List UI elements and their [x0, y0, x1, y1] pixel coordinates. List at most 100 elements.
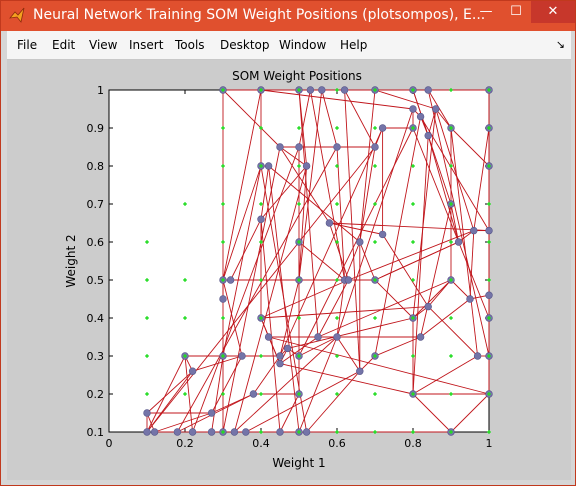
som-neuron — [318, 86, 326, 94]
som-neuron — [207, 428, 216, 436]
input-point — [221, 240, 225, 244]
som-link — [336, 146, 346, 281]
y-tick-label: 0.3 — [87, 350, 105, 363]
som-neuron — [416, 333, 425, 341]
x-tick-label: 0 — [106, 437, 113, 450]
som-neuron — [432, 105, 440, 113]
som-link — [222, 89, 281, 148]
som-neuron — [283, 344, 292, 353]
som-link — [382, 234, 429, 307]
som-link — [435, 108, 475, 231]
input-point — [449, 88, 453, 92]
menu-tools[interactable]: Tools — [175, 38, 205, 52]
som-neuron — [295, 143, 303, 151]
som-link — [260, 165, 270, 220]
input-point — [449, 278, 453, 282]
menu-file[interactable]: File — [17, 38, 38, 52]
som-link — [192, 355, 243, 372]
som-link — [146, 355, 186, 433]
input-point — [411, 164, 415, 168]
input-point — [259, 316, 263, 320]
som-link — [298, 336, 338, 357]
som-neuron — [249, 390, 258, 398]
x-tick-label: 0.4 — [252, 437, 270, 450]
som-neuron — [424, 302, 432, 311]
x-tick-label: 0.8 — [404, 437, 422, 450]
som-link — [306, 370, 361, 433]
input-point — [487, 430, 491, 434]
som-link — [329, 222, 490, 232]
som-link — [211, 355, 224, 433]
som-neuron — [306, 86, 315, 94]
input-point — [449, 316, 453, 320]
som-link — [234, 336, 338, 433]
som-link — [412, 108, 437, 319]
y-tick-label: 0.5 — [87, 274, 105, 287]
som-link — [260, 89, 414, 110]
menu-help[interactable]: Help — [340, 38, 368, 52]
som-link — [260, 165, 308, 433]
input-point — [183, 202, 187, 206]
input-point — [221, 392, 225, 396]
som-link — [450, 393, 490, 433]
input-point — [335, 164, 339, 168]
som-link — [427, 89, 490, 357]
input-point — [297, 392, 301, 396]
som-link — [309, 89, 346, 281]
y-tick-label: 0.4 — [87, 312, 105, 325]
input-point — [221, 430, 225, 434]
dock-arrow-icon[interactable]: ↘ — [555, 38, 565, 51]
som-neuron — [340, 86, 349, 94]
y-tick-label: 0.1 — [87, 426, 105, 439]
som-link — [317, 279, 349, 338]
input-point — [373, 164, 377, 168]
som-link — [359, 241, 376, 281]
menu-window[interactable]: Window — [279, 38, 327, 52]
input-point — [411, 278, 415, 282]
input-point — [373, 240, 377, 244]
som-link — [268, 336, 490, 395]
input-point — [297, 316, 301, 320]
input-point — [411, 316, 415, 320]
minimize-button[interactable]: — — [479, 4, 493, 19]
input-points — [145, 88, 491, 434]
input-point — [373, 316, 377, 320]
input-point — [487, 126, 491, 130]
som-link — [344, 89, 361, 372]
menu-insert[interactable]: Insert — [129, 38, 164, 52]
menu-desktop[interactable]: Desktop — [220, 38, 270, 52]
maximize-button[interactable]: ☐ — [510, 4, 522, 19]
x-tick-label: 0.2 — [176, 437, 194, 450]
som-link — [344, 241, 361, 281]
input-point — [259, 354, 263, 358]
close-button[interactable]: ✕ — [531, 1, 575, 23]
input-point — [259, 430, 263, 434]
menu-edit[interactable]: Edit — [52, 38, 76, 52]
som-link — [469, 230, 475, 300]
input-point — [487, 202, 491, 206]
input-point — [259, 202, 263, 206]
input-point — [373, 202, 377, 206]
som-link — [298, 89, 319, 338]
som-link — [420, 298, 471, 338]
menu-view[interactable]: View — [89, 38, 118, 52]
title-bar[interactable]: Neural Network Training SOM Weight Posit… — [1, 1, 575, 31]
som-link — [222, 165, 262, 281]
som-neuron — [371, 143, 379, 151]
input-point — [335, 240, 339, 244]
input-point — [183, 316, 187, 320]
input-point — [449, 392, 453, 396]
som-link — [260, 219, 281, 433]
som-link — [253, 355, 281, 395]
som-link — [427, 135, 460, 243]
input-point — [221, 316, 225, 320]
som-link — [412, 279, 452, 319]
som-link — [336, 336, 361, 372]
som-neuron — [226, 276, 235, 284]
som-link — [412, 393, 452, 433]
x-axis-label: Weight 1 — [272, 456, 325, 470]
chart-title: SOM Weight Positions — [232, 69, 362, 83]
input-point — [449, 430, 453, 434]
som-neuron — [264, 333, 273, 341]
som-link — [298, 127, 414, 357]
